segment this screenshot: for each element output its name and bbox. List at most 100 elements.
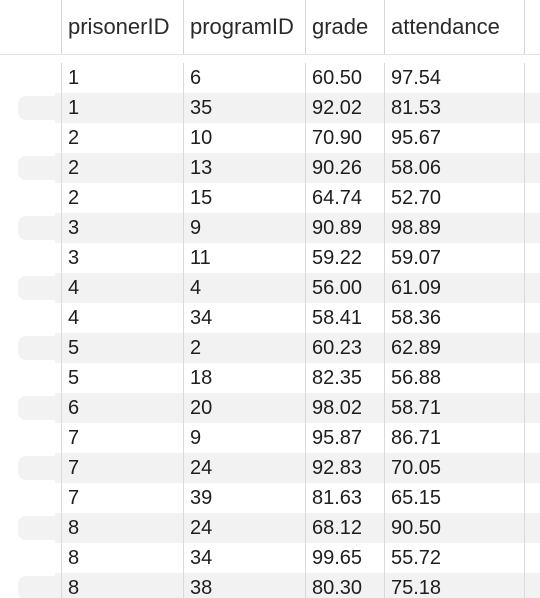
cell-prisonerid[interactable]: 1 xyxy=(61,93,183,123)
cell-attendance[interactable]: 55.72 xyxy=(384,543,524,573)
cell-programid[interactable]: 4 xyxy=(183,273,305,303)
cell-grade[interactable]: 58.41 xyxy=(305,303,384,333)
cell-programid[interactable]: 24 xyxy=(183,513,305,543)
cell-attendance[interactable]: 97.54 xyxy=(384,63,524,93)
cell-programid[interactable]: 10 xyxy=(183,123,305,153)
cell-grade[interactable]: 90.89 xyxy=(305,213,384,243)
cell-programid[interactable]: 34 xyxy=(183,303,305,333)
cell-prisonerid[interactable]: 2 xyxy=(61,123,183,153)
table-row[interactable]: 2 13 90.26 58.06 xyxy=(0,153,540,183)
cell-attendance[interactable]: 52.70 xyxy=(384,183,524,213)
cell-programid[interactable]: 6 xyxy=(183,63,305,93)
cell-prisonerid[interactable]: 4 xyxy=(61,273,183,303)
cell-grade[interactable]: 64.74 xyxy=(305,183,384,213)
cell-prisonerid[interactable]: 3 xyxy=(61,213,183,243)
cell-prisonerid[interactable]: 7 xyxy=(61,423,183,453)
cell-attendance[interactable]: 70.05 xyxy=(384,453,524,483)
cell-prisonerid[interactable]: 2 xyxy=(61,183,183,213)
table-row[interactable]: 4 4 56.00 61.09 xyxy=(0,273,540,303)
table-row[interactable]: 7 39 81.63 65.15 xyxy=(0,483,540,513)
column-header-grade[interactable]: grade xyxy=(305,0,384,54)
cell-programid[interactable]: 24 xyxy=(183,453,305,483)
table-row[interactable]: 5 18 82.35 56.88 xyxy=(0,363,540,393)
table-row[interactable]: 5 2 60.23 62.89 xyxy=(0,333,540,363)
cell-prisonerid[interactable]: 7 xyxy=(61,483,183,513)
table-body: 1 6 60.50 97.54 1 35 92.02 81.53 2 10 70.90 95.67 2 1… xyxy=(0,63,540,598)
cell-grade[interactable]: 92.83 xyxy=(305,453,384,483)
cell-grade[interactable]: 95.87 xyxy=(305,423,384,453)
column-header-programid[interactable]: programID xyxy=(183,0,305,54)
cell-attendance[interactable]: 58.71 xyxy=(384,393,524,423)
cell-attendance[interactable]: 61.09 xyxy=(384,273,524,303)
cell-prisonerid[interactable]: 5 xyxy=(61,333,183,363)
table-row[interactable]: 7 24 92.83 70.05 xyxy=(0,453,540,483)
cell-grade[interactable]: 98.02 xyxy=(305,393,384,423)
cell-prisonerid[interactable]: 6 xyxy=(61,393,183,423)
cell-grade[interactable]: 60.23 xyxy=(305,333,384,363)
cell-prisonerid[interactable]: 4 xyxy=(61,303,183,333)
cell-prisonerid[interactable]: 7 xyxy=(61,453,183,483)
cell-attendance[interactable]: 86.71 xyxy=(384,423,524,453)
cell-grade[interactable]: 92.02 xyxy=(305,93,384,123)
cell-programid[interactable]: 38 xyxy=(183,573,305,598)
table-row[interactable]: 8 34 99.65 55.72 xyxy=(0,543,540,573)
cell-attendance[interactable]: 95.67 xyxy=(384,123,524,153)
cell-prisonerid[interactable]: 3 xyxy=(61,243,183,273)
cell-prisonerid[interactable]: 8 xyxy=(61,543,183,573)
cell-empty xyxy=(524,63,540,93)
cell-prisonerid[interactable]: 5 xyxy=(61,363,183,393)
cell-grade[interactable]: 56.00 xyxy=(305,273,384,303)
cell-attendance[interactable]: 65.15 xyxy=(384,483,524,513)
cell-programid[interactable]: 15 xyxy=(183,183,305,213)
cell-attendance[interactable]: 58.36 xyxy=(384,303,524,333)
cell-prisonerid[interactable]: 8 xyxy=(61,573,183,598)
row-stripe-gutter xyxy=(18,456,55,480)
cell-grade[interactable]: 80.30 xyxy=(305,573,384,598)
cell-grade[interactable]: 70.90 xyxy=(305,123,384,153)
table-row[interactable]: 2 10 70.90 95.67 xyxy=(0,123,540,153)
column-header-attendance[interactable]: attendance xyxy=(384,0,524,54)
cell-programid[interactable]: 18 xyxy=(183,363,305,393)
table-row[interactable]: 8 38 80.30 75.18 xyxy=(0,573,540,598)
cell-empty xyxy=(524,393,540,423)
cell-programid[interactable]: 13 xyxy=(183,153,305,183)
cell-programid[interactable]: 9 xyxy=(183,213,305,243)
cell-programid[interactable]: 39 xyxy=(183,483,305,513)
cell-attendance[interactable]: 90.50 xyxy=(384,513,524,543)
cell-empty xyxy=(524,183,540,213)
cell-programid[interactable]: 11 xyxy=(183,243,305,273)
cell-grade[interactable]: 82.35 xyxy=(305,363,384,393)
cell-attendance[interactable]: 62.89 xyxy=(384,333,524,363)
cell-programid[interactable]: 2 xyxy=(183,333,305,363)
cell-prisonerid[interactable]: 1 xyxy=(61,63,183,93)
cell-programid[interactable]: 34 xyxy=(183,543,305,573)
cell-attendance[interactable]: 59.07 xyxy=(384,243,524,273)
table-row[interactable]: 6 20 98.02 58.71 xyxy=(0,393,540,423)
cell-attendance[interactable]: 98.89 xyxy=(384,213,524,243)
cell-grade[interactable]: 99.65 xyxy=(305,543,384,573)
cell-attendance[interactable]: 75.18 xyxy=(384,573,524,598)
cell-grade[interactable]: 60.50 xyxy=(305,63,384,93)
table-row[interactable]: 4 34 58.41 58.36 xyxy=(0,303,540,333)
cell-prisonerid[interactable]: 2 xyxy=(61,153,183,183)
cell-prisonerid[interactable]: 8 xyxy=(61,513,183,543)
table-row[interactable]: 3 9 90.89 98.89 xyxy=(0,213,540,243)
cell-grade[interactable]: 59.22 xyxy=(305,243,384,273)
cell-grade[interactable]: 81.63 xyxy=(305,483,384,513)
table-row[interactable]: 8 24 68.12 90.50 xyxy=(0,513,540,543)
cell-programid[interactable]: 35 xyxy=(183,93,305,123)
cell-grade[interactable]: 90.26 xyxy=(305,153,384,183)
cell-programid[interactable]: 9 xyxy=(183,423,305,453)
table-row[interactable]: 1 35 92.02 81.53 xyxy=(0,93,540,123)
table-row[interactable]: 7 9 95.87 86.71 xyxy=(0,423,540,453)
cell-grade[interactable]: 68.12 xyxy=(305,513,384,543)
cell-attendance[interactable]: 81.53 xyxy=(384,93,524,123)
table-row[interactable]: 2 15 64.74 52.70 xyxy=(0,183,540,213)
table-row[interactable]: 3 11 59.22 59.07 xyxy=(0,243,540,273)
cell-empty xyxy=(524,423,540,453)
column-header-prisonerid[interactable]: prisonerID xyxy=(61,0,183,54)
cell-attendance[interactable]: 58.06 xyxy=(384,153,524,183)
table-row[interactable]: 1 6 60.50 97.54 xyxy=(0,63,540,93)
cell-programid[interactable]: 20 xyxy=(183,393,305,423)
cell-attendance[interactable]: 56.88 xyxy=(384,363,524,393)
